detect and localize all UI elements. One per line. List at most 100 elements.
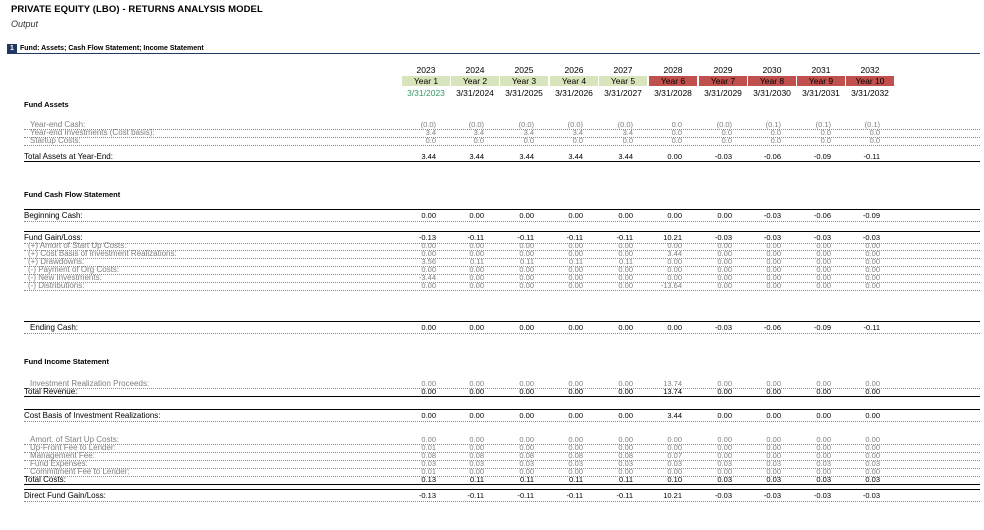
table-cell: 0.00 xyxy=(421,241,436,250)
table-cell: 0.00 xyxy=(766,451,781,460)
column-year-label: Year 3 xyxy=(511,76,537,86)
column-year: 2030 xyxy=(762,65,782,75)
column-date: 3/31/2028 xyxy=(654,88,692,98)
column-year: 2024 xyxy=(465,65,485,75)
row-divider xyxy=(24,282,980,283)
table-cell: 0.00 xyxy=(667,211,682,220)
table-cell: 0.00 xyxy=(421,411,436,420)
table-cell: 0.08 xyxy=(568,451,583,460)
table-cell: 0.00 xyxy=(421,211,436,220)
table-cell: 0.00 xyxy=(618,241,633,250)
table-cell: -0.06 xyxy=(763,152,781,161)
table-cell: 0.00 xyxy=(469,411,484,420)
row-divider xyxy=(24,484,980,485)
row-label: Startup Costs: xyxy=(30,136,81,145)
table-cell: 0.00 xyxy=(618,379,633,388)
table-cell: 0.00 xyxy=(469,443,484,452)
table-cell: -0.03 xyxy=(763,211,781,220)
table-cell: 0.00 xyxy=(469,273,484,282)
table-cell: 3.4 xyxy=(425,128,436,137)
row-label: (-) Payment of Org Costs: xyxy=(28,265,120,274)
table-cell: (0.0) xyxy=(617,120,633,129)
table-cell: 0.00 xyxy=(519,265,534,274)
column-year: 2025 xyxy=(514,65,534,75)
table-cell: 0.00 xyxy=(816,379,831,388)
table-cell: -0.11 xyxy=(467,491,484,500)
section-number: 1 xyxy=(7,44,17,53)
table-cell: 0.0 xyxy=(820,128,831,137)
table-cell: 0.00 xyxy=(469,435,484,444)
table-cell: -0.03 xyxy=(714,152,732,161)
table-cell: 0.00 xyxy=(766,387,781,396)
table-cell: -0.03 xyxy=(714,491,732,500)
row-divider xyxy=(24,274,980,275)
table-cell: 3.56 xyxy=(421,257,436,266)
table-cell: 0.03 xyxy=(667,459,682,468)
column-year-label: Year 1 xyxy=(413,76,439,86)
table-cell: 0.00 xyxy=(618,443,633,452)
table-cell: 0.00 xyxy=(519,249,534,258)
table-cell: 0.00 xyxy=(816,257,831,266)
table-cell: 0.00 xyxy=(519,443,534,452)
row-label: Year-end Investments (Cost basis): xyxy=(30,128,155,137)
table-cell: 0.00 xyxy=(568,241,583,250)
table-cell: -0.11 xyxy=(616,233,633,242)
column-date: 3/31/2031 xyxy=(802,88,840,98)
row-label: Up-Front Fee to Lender: xyxy=(30,443,116,452)
row-label: Cost Basis of Investment Realizations: xyxy=(24,411,161,420)
table-cell: 0.00 xyxy=(717,249,732,258)
table-cell: -0.03 xyxy=(714,233,732,242)
table-cell: 0.03 xyxy=(519,459,534,468)
table-cell: 0.00 xyxy=(766,281,781,290)
table-cell: 0.00 xyxy=(519,435,534,444)
table-cell: 0.00 xyxy=(421,387,436,396)
column-year: 2023 xyxy=(416,65,436,75)
column-year-fill xyxy=(402,76,450,86)
table-cell: 0.00 xyxy=(519,387,534,396)
table-cell: 0.00 xyxy=(421,379,436,388)
column-year: 2029 xyxy=(713,65,733,75)
table-cell: 0.0 xyxy=(820,136,831,145)
table-cell: 0.00 xyxy=(717,411,732,420)
table-cell: 10.21 xyxy=(663,491,682,500)
table-cell: 0.00 xyxy=(519,323,534,332)
row-divider xyxy=(24,161,980,162)
table-cell: -3.44 xyxy=(418,273,436,282)
table-cell: 0.00 xyxy=(469,323,484,332)
table-cell: 0.08 xyxy=(519,451,534,460)
row-divider xyxy=(24,290,980,291)
table-cell: 13.74 xyxy=(663,379,682,388)
column-year-label: Year 10 xyxy=(855,76,885,86)
table-cell: 0.00 xyxy=(568,443,583,452)
row-divider xyxy=(24,137,980,138)
row-divider xyxy=(24,489,980,490)
table-cell: 0.00 xyxy=(717,379,732,388)
table-cell: -0.13 xyxy=(418,491,436,500)
table-cell: 0.00 xyxy=(766,273,781,282)
row-label: Year-end Cash: xyxy=(30,120,86,129)
table-cell: 0.0 xyxy=(473,136,484,145)
table-cell: 3.44 xyxy=(618,152,633,161)
row-label: (+) Amort of Start Up Costs: xyxy=(28,241,127,250)
section-title: Fund: Assets; Cash Flow Statement; Incom… xyxy=(20,45,204,52)
row-divider xyxy=(24,501,980,502)
row-label: Beginning Cash: xyxy=(24,211,83,220)
row-divider xyxy=(24,396,980,397)
table-cell: 0.00 xyxy=(766,265,781,274)
table-cell: 0.00 xyxy=(618,323,633,332)
table-cell: -0.09 xyxy=(862,211,880,220)
table-cell: 0.00 xyxy=(766,443,781,452)
table-cell: 0.00 xyxy=(816,443,831,452)
row-divider xyxy=(24,243,980,244)
row-divider xyxy=(24,421,980,422)
table-cell: 0.00 xyxy=(568,467,583,476)
table-cell: 0.00 xyxy=(618,467,633,476)
table-cell: -0.03 xyxy=(862,491,880,500)
table-cell: 13.74 xyxy=(663,387,682,396)
table-cell: 0.00 xyxy=(865,411,880,420)
column-year-label: Year 7 xyxy=(710,76,736,86)
section-heading: Fund Cash Flow Statement xyxy=(24,190,121,199)
row-divider xyxy=(24,129,980,130)
table-cell: 0.00 xyxy=(816,241,831,250)
table-cell: 0.00 xyxy=(469,211,484,220)
